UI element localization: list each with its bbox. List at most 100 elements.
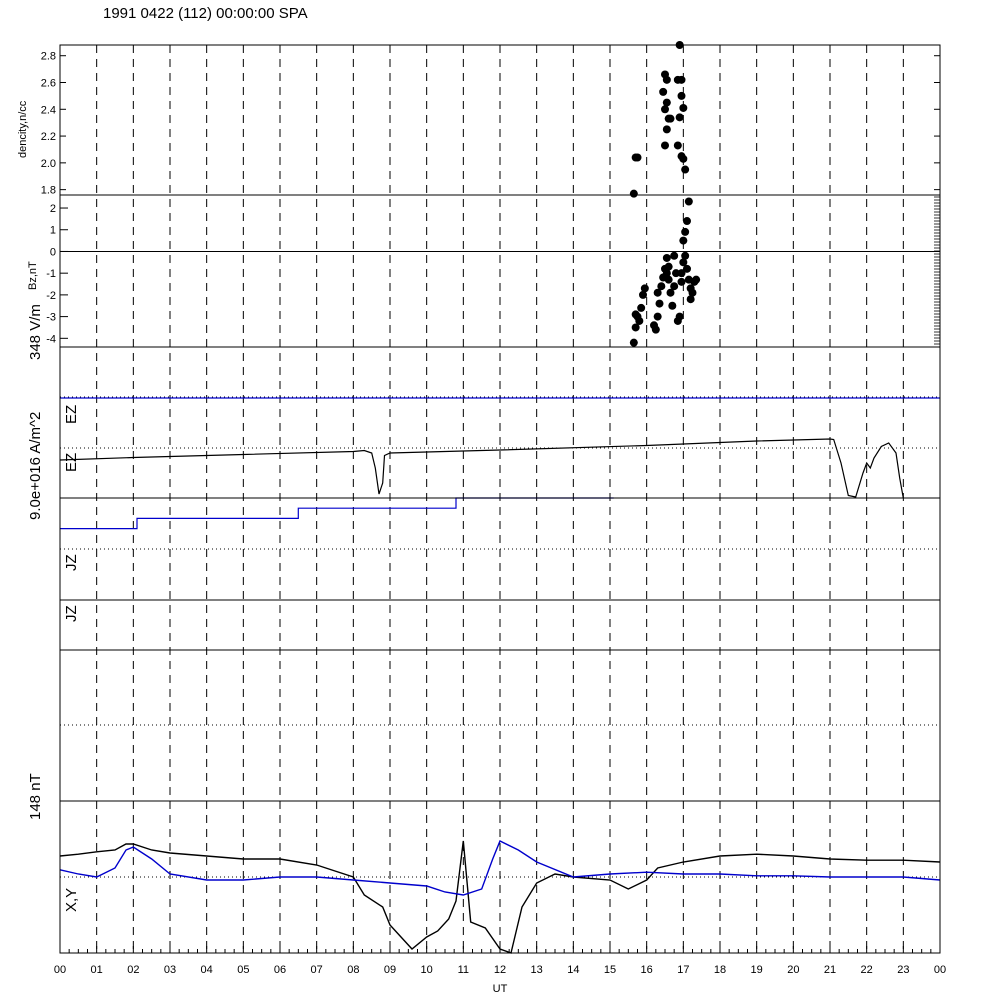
x-tick-label: 04	[201, 964, 213, 976]
x-tick-label: 01	[91, 964, 103, 976]
x-tick-label: 16	[641, 964, 653, 976]
bz-point	[639, 290, 647, 299]
x-tick-label: 00	[934, 964, 946, 976]
bz-point	[683, 264, 691, 273]
density-ytick-label: 1.8	[41, 185, 56, 197]
bz-ytick-label: -2	[46, 290, 56, 302]
bz-point	[668, 301, 677, 310]
x-tick-label: 09	[384, 964, 396, 976]
density-ytick-label: 2.2	[41, 131, 56, 143]
bz-point	[686, 295, 695, 304]
xy-axis-label: X,Y	[63, 888, 80, 912]
x-tick-label: 15	[604, 964, 616, 976]
bz-ytick-label: -3	[46, 312, 56, 324]
x-tick-label: 07	[311, 964, 323, 976]
bz-point	[657, 282, 666, 291]
bz-axis-label: Bz,nT	[27, 261, 39, 290]
density-point	[661, 141, 669, 150]
bz-point	[662, 269, 671, 278]
xy-scale-label: 148 nT	[27, 773, 44, 820]
density-ytick-label: 2.4	[41, 104, 56, 116]
x-tick-label: 21	[824, 964, 836, 976]
jz-label-lower: JZ	[63, 605, 80, 622]
x-tick-label: 23	[897, 964, 909, 976]
bz-point	[666, 288, 675, 297]
density-ytick-label: 2.8	[41, 51, 56, 63]
density-point	[662, 75, 671, 84]
x-tick-label: 13	[531, 964, 543, 976]
bz-point	[675, 312, 684, 321]
jz-label-upper: JZ	[63, 554, 80, 571]
density-point	[633, 153, 642, 162]
x-tick-label: 00	[54, 964, 66, 976]
bz-point	[653, 312, 662, 321]
bz-point	[664, 275, 673, 284]
density-ytick-label: 2.0	[41, 158, 56, 170]
x-tick-label: 11	[458, 964, 469, 976]
bz-point	[681, 251, 690, 260]
bz-point	[692, 275, 701, 284]
x-tick-label: 17	[677, 964, 689, 976]
labels-layer: 1.82.02.22.42.62.8dencity,n/cc-4-3-2-101…	[17, 51, 946, 995]
bz-point	[655, 299, 664, 308]
ez-label-upper: EZ	[63, 405, 80, 424]
bz-point	[672, 269, 680, 278]
axes-layer	[59, 44, 941, 954]
xy-series-blue	[59, 840, 941, 896]
bz-point	[631, 323, 640, 332]
bz-point	[679, 258, 688, 267]
density-point	[629, 189, 638, 198]
x-tick-label: 05	[237, 964, 249, 976]
x-tick-label: 08	[347, 964, 359, 976]
xy-series-black	[59, 840, 941, 954]
data-layer	[59, 41, 941, 954]
bz-point	[677, 269, 686, 278]
bz-point	[631, 310, 640, 319]
bz-point	[670, 251, 679, 260]
bz-point	[688, 288, 697, 297]
x-tick-label: 19	[751, 964, 763, 976]
x-axis-label: UT	[493, 983, 508, 995]
x-tick-label: 18	[714, 964, 726, 976]
grid-layer	[60, 45, 940, 953]
jz-series-blue	[60, 497, 614, 530]
density-point	[679, 103, 688, 112]
density-axis-label: dencity,n/cc	[17, 100, 29, 158]
bz-point	[684, 197, 693, 206]
bz-point	[679, 236, 688, 245]
bz-ytick-label: 2	[50, 203, 56, 215]
density-point	[677, 91, 686, 100]
bz-point	[635, 316, 644, 325]
bz-point	[681, 227, 690, 236]
bz-point	[677, 277, 686, 286]
ez-scale-label: 348 V/m	[27, 304, 44, 360]
density-point	[681, 165, 690, 174]
x-tick-label: 02	[127, 964, 139, 976]
density-point	[675, 113, 684, 122]
density-point	[662, 125, 671, 134]
density-point	[666, 114, 675, 123]
density-point	[673, 141, 682, 150]
x-tick-label: 22	[861, 964, 873, 976]
ez-label-lower: EZ	[63, 453, 80, 472]
density-point	[662, 98, 671, 107]
bz-point	[683, 217, 691, 226]
x-tick-label: 12	[494, 964, 506, 976]
bz-ytick-label: -1	[46, 268, 56, 280]
density-point	[673, 75, 682, 84]
jz-scale-label: 9.0e+016 A/m^2	[27, 412, 44, 520]
bz-point	[662, 253, 671, 262]
bz-ytick-label: 0	[50, 246, 56, 258]
density-point	[679, 154, 688, 163]
bz-point	[629, 338, 638, 347]
bz-point	[664, 262, 673, 271]
x-tick-label: 10	[421, 964, 433, 976]
x-tick-label: 14	[567, 964, 579, 976]
x-tick-label: 06	[274, 964, 286, 976]
bz-ytick-label: -4	[46, 333, 56, 345]
bz-ytick-label: 1	[50, 225, 56, 237]
bz-point	[670, 282, 679, 291]
bz-point	[651, 325, 660, 334]
bz-point	[653, 288, 662, 297]
